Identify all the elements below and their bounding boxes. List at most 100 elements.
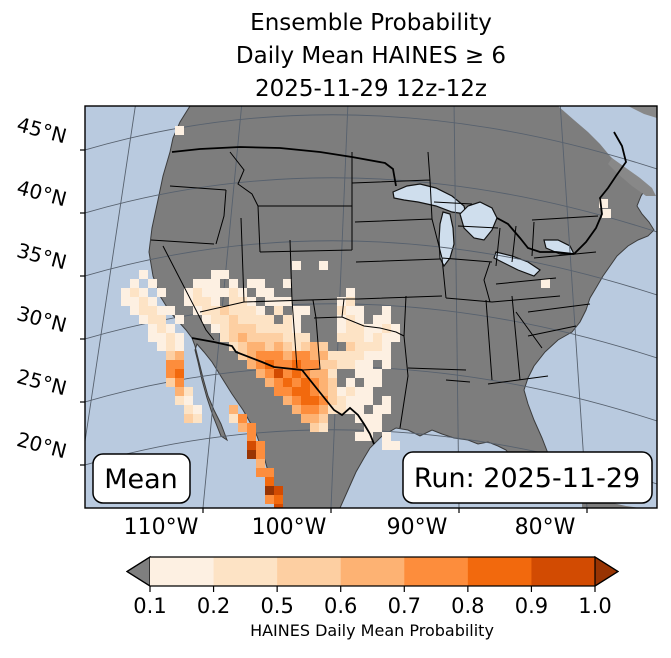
probability-cell [193, 288, 202, 297]
probability-cell [148, 315, 157, 324]
colorbar-tick-label: 0.5 [260, 594, 293, 618]
probability-cell [382, 324, 391, 333]
probability-cell [184, 396, 193, 405]
probability-cell [373, 423, 382, 432]
probability-cell [382, 342, 391, 351]
probability-cell [247, 450, 256, 459]
probability-cell [274, 495, 283, 504]
probability-cell [337, 387, 346, 396]
probability-cell [202, 288, 211, 297]
probability-cell [220, 306, 229, 315]
probability-cell [229, 297, 238, 306]
probability-cell [238, 297, 247, 306]
probability-cell [337, 396, 346, 405]
probability-cell [355, 360, 364, 369]
probability-cell [355, 324, 364, 333]
probability-cell [346, 396, 355, 405]
probability-cell [301, 333, 310, 342]
mean-badge-label: Mean [104, 464, 178, 495]
probability-cell [139, 297, 148, 306]
probability-cell [310, 396, 319, 405]
probability-cell [319, 396, 328, 405]
colorbar-tick-label: 0.7 [388, 594, 421, 618]
probability-cell [328, 378, 337, 387]
probability-cell [256, 351, 265, 360]
probability-cell [238, 324, 247, 333]
probability-cell [247, 351, 256, 360]
graticule-parallel [85, 240, 657, 296]
probability-cell [247, 324, 256, 333]
probability-cell [139, 288, 148, 297]
probability-cell [157, 342, 166, 351]
probability-cell [373, 342, 382, 351]
probability-cell [229, 324, 238, 333]
probability-cell [373, 351, 382, 360]
probability-cell [256, 342, 265, 351]
probability-cell [283, 333, 292, 342]
probability-cell [175, 378, 184, 387]
probability-cell [283, 378, 292, 387]
probability-cell [274, 504, 283, 508]
probability-cell [292, 315, 301, 324]
colorbar-segment [531, 557, 596, 586]
probability-cell [184, 288, 193, 297]
probability-cell [238, 423, 247, 432]
probability-cell [364, 432, 373, 441]
probability-cell [346, 342, 355, 351]
probability-cell [346, 351, 355, 360]
probability-cell [355, 387, 364, 396]
probability-cell [157, 324, 166, 333]
probability-cell [130, 306, 139, 315]
probability-cell [256, 441, 265, 450]
probability-cell [355, 369, 364, 378]
probability-cell [265, 486, 274, 495]
run-badge-label: Run: 2025-11-29 [414, 463, 640, 494]
probability-cell [364, 396, 373, 405]
probability-cell [346, 378, 355, 387]
colorbar-segment [277, 557, 342, 586]
probability-cell [382, 405, 391, 414]
probability-cell [274, 297, 283, 306]
probability-cell [175, 126, 184, 135]
probability-cell [364, 414, 373, 423]
colorbar-segment [213, 557, 278, 586]
probability-cell [247, 342, 256, 351]
nova-scotia [608, 158, 656, 196]
probability-cell [337, 351, 346, 360]
probability-cell [328, 360, 337, 369]
probability-cell [301, 405, 310, 414]
probability-cell [373, 405, 382, 414]
probability-cell [238, 288, 247, 297]
probability-cell [337, 333, 346, 342]
probability-cell [130, 297, 139, 306]
probability-cell [265, 288, 274, 297]
probability-cell [274, 324, 283, 333]
probability-cell [175, 387, 184, 396]
probability-cell [265, 333, 274, 342]
probability-cell [256, 459, 265, 468]
probability-cell [130, 279, 139, 288]
probability-cell [319, 414, 328, 423]
probability-cell [247, 423, 256, 432]
probability-cell [274, 342, 283, 351]
probability-cell [301, 306, 310, 315]
probability-cell [166, 378, 175, 387]
probability-cell [238, 351, 247, 360]
probability-cell [292, 333, 301, 342]
probability-cell [292, 324, 301, 333]
probability-cell [157, 306, 166, 315]
probability-cell [256, 468, 265, 477]
probability-cell [193, 414, 202, 423]
probability-cell [256, 333, 265, 342]
probability-cell [229, 288, 238, 297]
lake-michigan [438, 211, 455, 268]
probability-cell [310, 360, 319, 369]
probability-cell [355, 315, 364, 324]
probability-cell [184, 405, 193, 414]
probability-cell [157, 288, 166, 297]
state-borders [150, 151, 599, 429]
colorbar-segment [150, 557, 215, 586]
run-badge: Run: 2025-11-29 [402, 451, 653, 504]
probability-cell [265, 477, 274, 486]
